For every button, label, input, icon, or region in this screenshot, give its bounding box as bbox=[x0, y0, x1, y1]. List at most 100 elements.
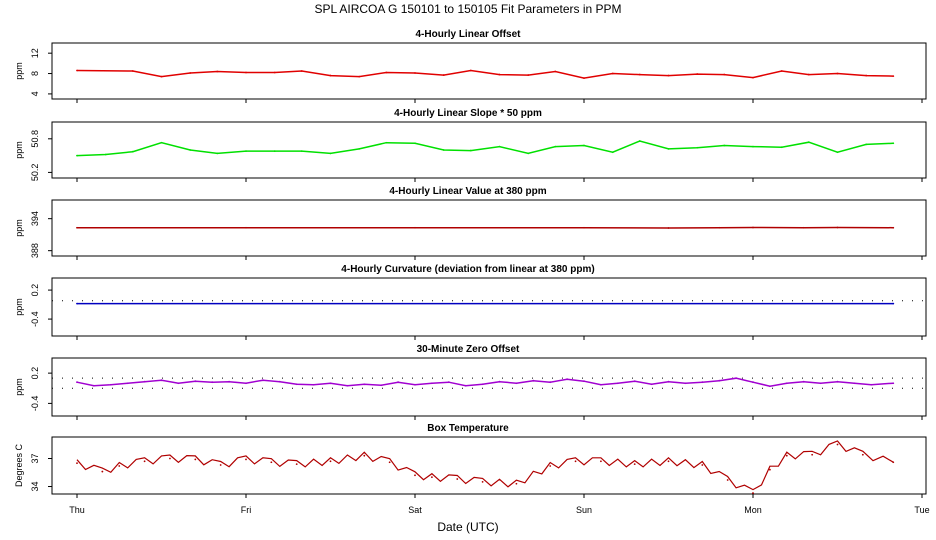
data-point bbox=[245, 71, 247, 74]
data-point bbox=[667, 380, 670, 383]
data-point bbox=[667, 147, 670, 150]
x-axis-label: Date (UTC) bbox=[437, 520, 498, 534]
data-point bbox=[143, 460, 146, 463]
panel-frame bbox=[51, 277, 927, 337]
data-point bbox=[600, 460, 602, 463]
series-line bbox=[77, 226, 894, 229]
data-point bbox=[527, 152, 530, 155]
data-point bbox=[469, 149, 472, 152]
data-point bbox=[273, 150, 276, 153]
data-point bbox=[189, 72, 192, 74]
data-point bbox=[865, 74, 868, 77]
data-point bbox=[414, 226, 416, 229]
data-point bbox=[802, 380, 805, 383]
data-point bbox=[93, 384, 95, 387]
data-point bbox=[780, 70, 783, 72]
data-point bbox=[574, 460, 577, 463]
data-point bbox=[329, 382, 332, 385]
data-point bbox=[549, 465, 552, 467]
series-line bbox=[76, 377, 894, 387]
data-point bbox=[611, 72, 614, 75]
data-point bbox=[819, 382, 822, 385]
data-point bbox=[892, 75, 895, 77]
data-point bbox=[600, 383, 602, 386]
series-line bbox=[76, 140, 894, 157]
y-axis-label: ppm bbox=[14, 378, 24, 396]
data-point bbox=[633, 380, 636, 383]
chart-panel: 4-Hourly Curvature (deviation from linea… bbox=[14, 264, 927, 340]
panel-title: 4-Hourly Linear Value at 380 ppm bbox=[389, 186, 546, 197]
data-point bbox=[177, 382, 180, 385]
data-point bbox=[785, 382, 788, 385]
data-point bbox=[802, 226, 805, 229]
data-point bbox=[667, 460, 670, 463]
data-point bbox=[262, 379, 264, 382]
data-point bbox=[549, 381, 552, 384]
data-point bbox=[160, 75, 163, 78]
data-point bbox=[295, 463, 298, 465]
data-point bbox=[169, 457, 171, 460]
data-point bbox=[836, 380, 839, 383]
data-point bbox=[329, 74, 332, 77]
y-tick-label: 34 bbox=[30, 482, 40, 492]
data-point bbox=[752, 76, 754, 79]
data-point bbox=[211, 381, 214, 384]
data-point bbox=[194, 380, 197, 383]
data-point bbox=[807, 141, 810, 144]
data-point bbox=[892, 302, 895, 305]
y-tick-label: -0.4 bbox=[30, 311, 40, 327]
y-tick-label: 37 bbox=[30, 453, 40, 463]
data-point bbox=[76, 381, 78, 384]
panel-title: 4-Hourly Curvature (deviation from linea… bbox=[341, 264, 594, 275]
data-point bbox=[807, 73, 810, 76]
data-point bbox=[861, 453, 864, 456]
data-point bbox=[76, 302, 78, 305]
data-point bbox=[245, 382, 247, 385]
data-point bbox=[696, 73, 699, 75]
y-tick-label: 12 bbox=[30, 48, 40, 58]
data-point bbox=[780, 146, 783, 149]
y-axis-label: ppm bbox=[14, 141, 24, 159]
y-tick-label: 394 bbox=[30, 211, 40, 226]
data-point bbox=[735, 377, 737, 380]
x-tick-label: Tue bbox=[914, 505, 929, 515]
data-point bbox=[414, 72, 416, 74]
data-point bbox=[752, 145, 754, 148]
data-point bbox=[300, 70, 303, 72]
series-line bbox=[76, 440, 894, 491]
data-point bbox=[611, 151, 614, 154]
data-point bbox=[554, 145, 557, 148]
panel-frame bbox=[51, 357, 927, 417]
data-point bbox=[650, 383, 653, 386]
data-point bbox=[216, 152, 219, 155]
data-point bbox=[566, 378, 568, 381]
data-point bbox=[131, 150, 134, 153]
data-point bbox=[397, 381, 399, 384]
data-point bbox=[527, 74, 530, 76]
data-point bbox=[245, 226, 247, 229]
data-point bbox=[498, 145, 501, 148]
panel-title: 4-Hourly Linear Offset bbox=[415, 29, 521, 40]
data-point bbox=[583, 144, 585, 147]
x-tick-label: Mon bbox=[744, 505, 762, 515]
data-point bbox=[126, 382, 129, 385]
data-point bbox=[723, 144, 726, 147]
data-point bbox=[696, 146, 699, 149]
data-point bbox=[769, 468, 771, 471]
data-point bbox=[865, 143, 868, 146]
data-point bbox=[329, 460, 332, 463]
data-point bbox=[752, 226, 754, 229]
data-point bbox=[836, 226, 839, 229]
data-point bbox=[414, 383, 416, 386]
data-point bbox=[228, 380, 231, 383]
panel-frame bbox=[51, 199, 927, 257]
data-point bbox=[469, 69, 472, 72]
data-point bbox=[583, 77, 585, 80]
data-point bbox=[769, 385, 771, 388]
data-point bbox=[515, 382, 518, 385]
data-point bbox=[752, 492, 754, 494]
chart-panel: 4-Hourly Linear Offset 4 8 12 ppm bbox=[14, 29, 927, 103]
y-tick-label: 4 bbox=[30, 91, 40, 96]
data-point bbox=[498, 380, 501, 383]
